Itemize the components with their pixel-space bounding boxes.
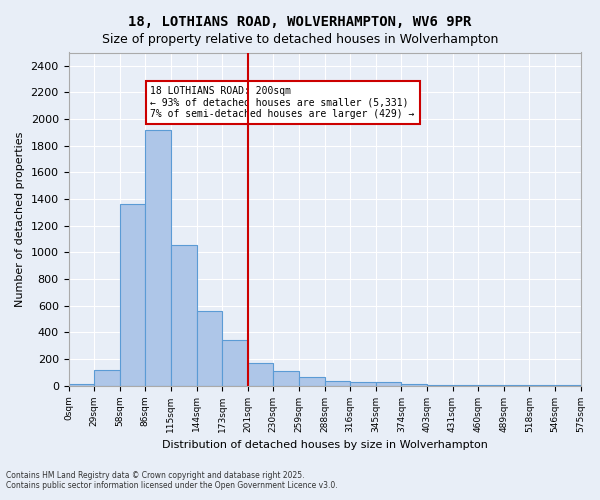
Text: 18 LOTHIANS ROAD: 200sqm
← 93% of detached houses are smaller (5,331)
7% of semi: 18 LOTHIANS ROAD: 200sqm ← 93% of detach…: [151, 86, 415, 119]
Y-axis label: Number of detached properties: Number of detached properties: [15, 132, 25, 306]
Bar: [248, 363, 274, 386]
Bar: [401, 384, 427, 386]
Bar: [427, 385, 452, 386]
Bar: [350, 382, 376, 386]
Bar: [325, 380, 350, 386]
Bar: [452, 385, 478, 386]
Bar: [478, 385, 504, 386]
X-axis label: Distribution of detached houses by size in Wolverhampton: Distribution of detached houses by size …: [161, 440, 487, 450]
Bar: [171, 245, 197, 386]
Bar: [274, 371, 299, 386]
Bar: [299, 377, 325, 386]
Bar: [376, 382, 401, 386]
Bar: [68, 384, 94, 386]
Bar: [120, 204, 145, 386]
Text: 18, LOTHIANS ROAD, WOLVERHAMPTON, WV6 9PR: 18, LOTHIANS ROAD, WOLVERHAMPTON, WV6 9P…: [128, 15, 472, 29]
Text: Contains HM Land Registry data © Crown copyright and database right 2025.
Contai: Contains HM Land Registry data © Crown c…: [6, 470, 338, 490]
Bar: [222, 340, 248, 386]
Bar: [197, 311, 222, 386]
Bar: [94, 370, 120, 386]
Bar: [145, 130, 171, 386]
Text: Size of property relative to detached houses in Wolverhampton: Size of property relative to detached ho…: [102, 32, 498, 46]
